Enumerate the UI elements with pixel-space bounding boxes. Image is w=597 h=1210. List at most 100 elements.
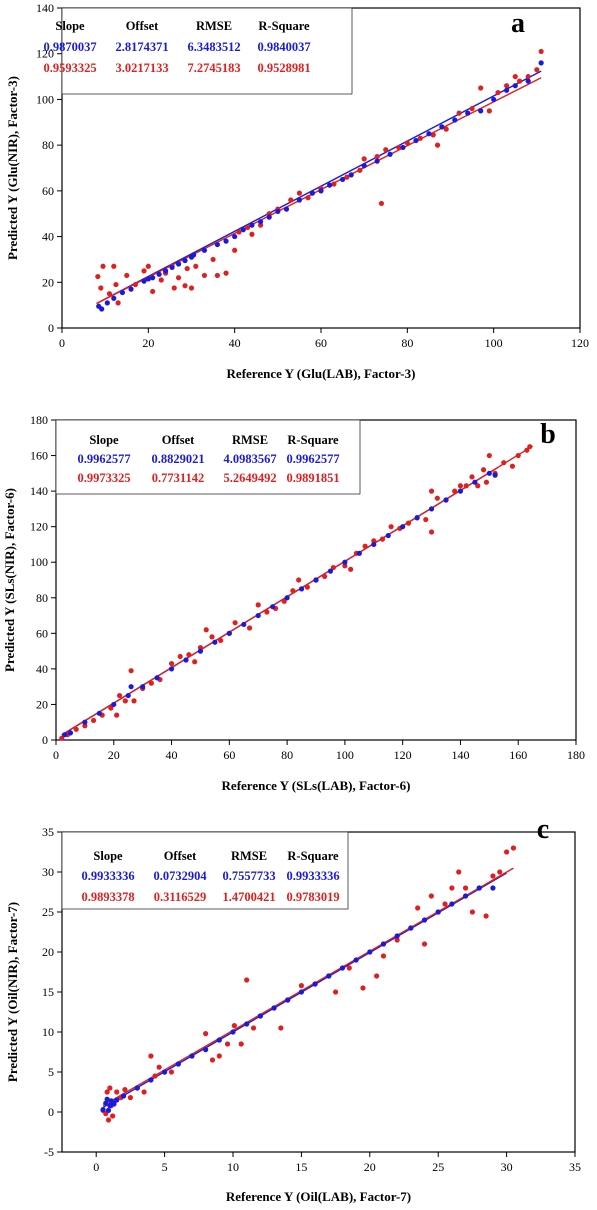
data-point-series-1 — [504, 849, 510, 855]
data-point-series-1 — [380, 953, 387, 959]
y-tick-label: 25 — [42, 905, 54, 919]
data-point-series-0 — [189, 1053, 195, 1059]
stats-value: 0.9962577 — [286, 452, 339, 466]
data-point-series-1 — [281, 598, 287, 604]
data-point-series-1 — [495, 89, 501, 96]
y-axis-label: Predicted Y (SLs(NIR), Factor-6) — [2, 488, 17, 672]
data-point-series-1 — [452, 488, 458, 494]
data-point-series-0 — [154, 675, 160, 681]
data-point-series-1 — [209, 634, 215, 640]
x-tick-label: 160 — [509, 748, 527, 762]
stats-value: 0.9933336 — [286, 869, 339, 883]
data-point-series-0 — [111, 1101, 117, 1107]
data-point-series-1 — [480, 467, 487, 473]
data-point-series-1 — [371, 538, 377, 544]
x-tick-label: 0 — [53, 748, 59, 762]
data-point-series-1 — [457, 483, 464, 489]
x-tick-label: 60 — [223, 748, 235, 762]
data-point-series-1 — [296, 577, 302, 583]
y-tick-label: 0 — [42, 733, 48, 747]
panel-label: a — [511, 8, 525, 39]
data-point-series-1 — [186, 652, 192, 658]
x-tick-label: 80 — [401, 336, 413, 350]
data-point-series-1 — [379, 536, 386, 542]
data-point-series-1 — [428, 893, 434, 899]
y-tick-label: 140 — [36, 1, 54, 15]
data-point-series-1 — [497, 869, 503, 875]
data-point-series-0 — [168, 666, 175, 672]
stats-value: 4.0983567 — [223, 452, 276, 466]
data-point-series-1 — [469, 474, 475, 480]
data-point-series-1 — [150, 288, 156, 295]
data-point-series-0 — [257, 1013, 263, 1019]
data-point-series-1 — [73, 726, 79, 732]
y-tick-label: 15 — [42, 985, 54, 999]
stats-value: 0.9891851 — [286, 471, 339, 485]
data-point-series-1 — [152, 1073, 158, 1079]
data-point-series-1 — [278, 1025, 284, 1031]
data-point-series-1 — [346, 965, 352, 971]
data-point-series-0 — [183, 657, 189, 663]
data-point-series-0 — [285, 997, 291, 1003]
panel-label: c — [537, 814, 549, 845]
y-tick-label: 40 — [42, 230, 54, 244]
x-tick-label: 15 — [295, 1160, 307, 1174]
data-point-series-0 — [82, 719, 88, 725]
fit-line-series-1 — [102, 867, 514, 1107]
data-point-series-1 — [378, 200, 385, 207]
data-point-series-1 — [296, 190, 303, 196]
data-point-series-1 — [362, 543, 368, 549]
x-tick-label: 25 — [432, 1160, 444, 1174]
data-point-series-0 — [428, 506, 435, 512]
x-tick-label: 10 — [227, 1160, 239, 1174]
y-axis-label: Predicted Y (Glu(NIR), Factor-3) — [5, 76, 20, 260]
data-point-series-0 — [240, 227, 246, 233]
x-tick-label: 20 — [364, 1160, 376, 1174]
data-point-series-1 — [231, 1023, 237, 1029]
data-point-series-0 — [512, 83, 518, 89]
data-point-series-1 — [483, 479, 490, 485]
data-point-series-1 — [515, 452, 521, 459]
stats-box — [61, 831, 349, 910]
y-tick-label: 160 — [30, 449, 48, 463]
data-point-series-1 — [127, 1095, 133, 1101]
data-point-series-1 — [264, 609, 270, 615]
data-point-series-0 — [387, 151, 393, 157]
x-tick-label: 20 — [142, 336, 154, 350]
data-point-series-0 — [175, 261, 182, 267]
x-tick-label: 20 — [108, 748, 120, 762]
stats-value: 0.0732904 — [153, 869, 207, 883]
data-point-series-0 — [141, 278, 147, 284]
x-tick-label: 40 — [229, 336, 241, 350]
data-point-series-0 — [111, 701, 117, 708]
data-point-series-1 — [374, 153, 380, 160]
data-point-series-1 — [218, 637, 224, 644]
chart-panel-a: 0 20 40 60 80 100 120 0 20 40 60 80 100 120 140 Referen… — [5, 1, 589, 381]
data-point-series-1 — [333, 989, 339, 995]
data-point-series-1 — [100, 263, 106, 269]
y-tick-label: 10 — [42, 1025, 54, 1039]
data-point-series-0 — [367, 949, 373, 955]
stats-value: 2.8174371 — [115, 40, 168, 54]
data-point-series-1 — [141, 268, 147, 274]
data-point-series-0 — [491, 96, 497, 103]
data-point-series-0 — [216, 1037, 222, 1043]
data-point-series-0 — [270, 604, 276, 610]
data-point-series-0 — [309, 190, 315, 196]
data-point-series-0 — [478, 108, 484, 114]
data-point-series-1 — [456, 869, 462, 875]
data-point-series-1 — [330, 564, 336, 571]
data-point-series-1 — [469, 909, 475, 915]
data-point-series-0 — [490, 885, 496, 891]
data-point-series-0 — [226, 630, 232, 636]
y-tick-label: 180 — [30, 413, 48, 427]
data-point-series-0 — [380, 941, 387, 947]
data-point-series-1 — [290, 588, 296, 594]
data-point-series-1 — [509, 463, 516, 469]
data-point-series-1 — [383, 147, 389, 153]
data-point-series-1 — [456, 110, 462, 116]
data-point-series-1 — [203, 627, 209, 633]
x-tick-label: 40 — [166, 748, 178, 762]
data-point-series-0 — [414, 515, 420, 521]
data-point-series-0 — [327, 182, 333, 188]
